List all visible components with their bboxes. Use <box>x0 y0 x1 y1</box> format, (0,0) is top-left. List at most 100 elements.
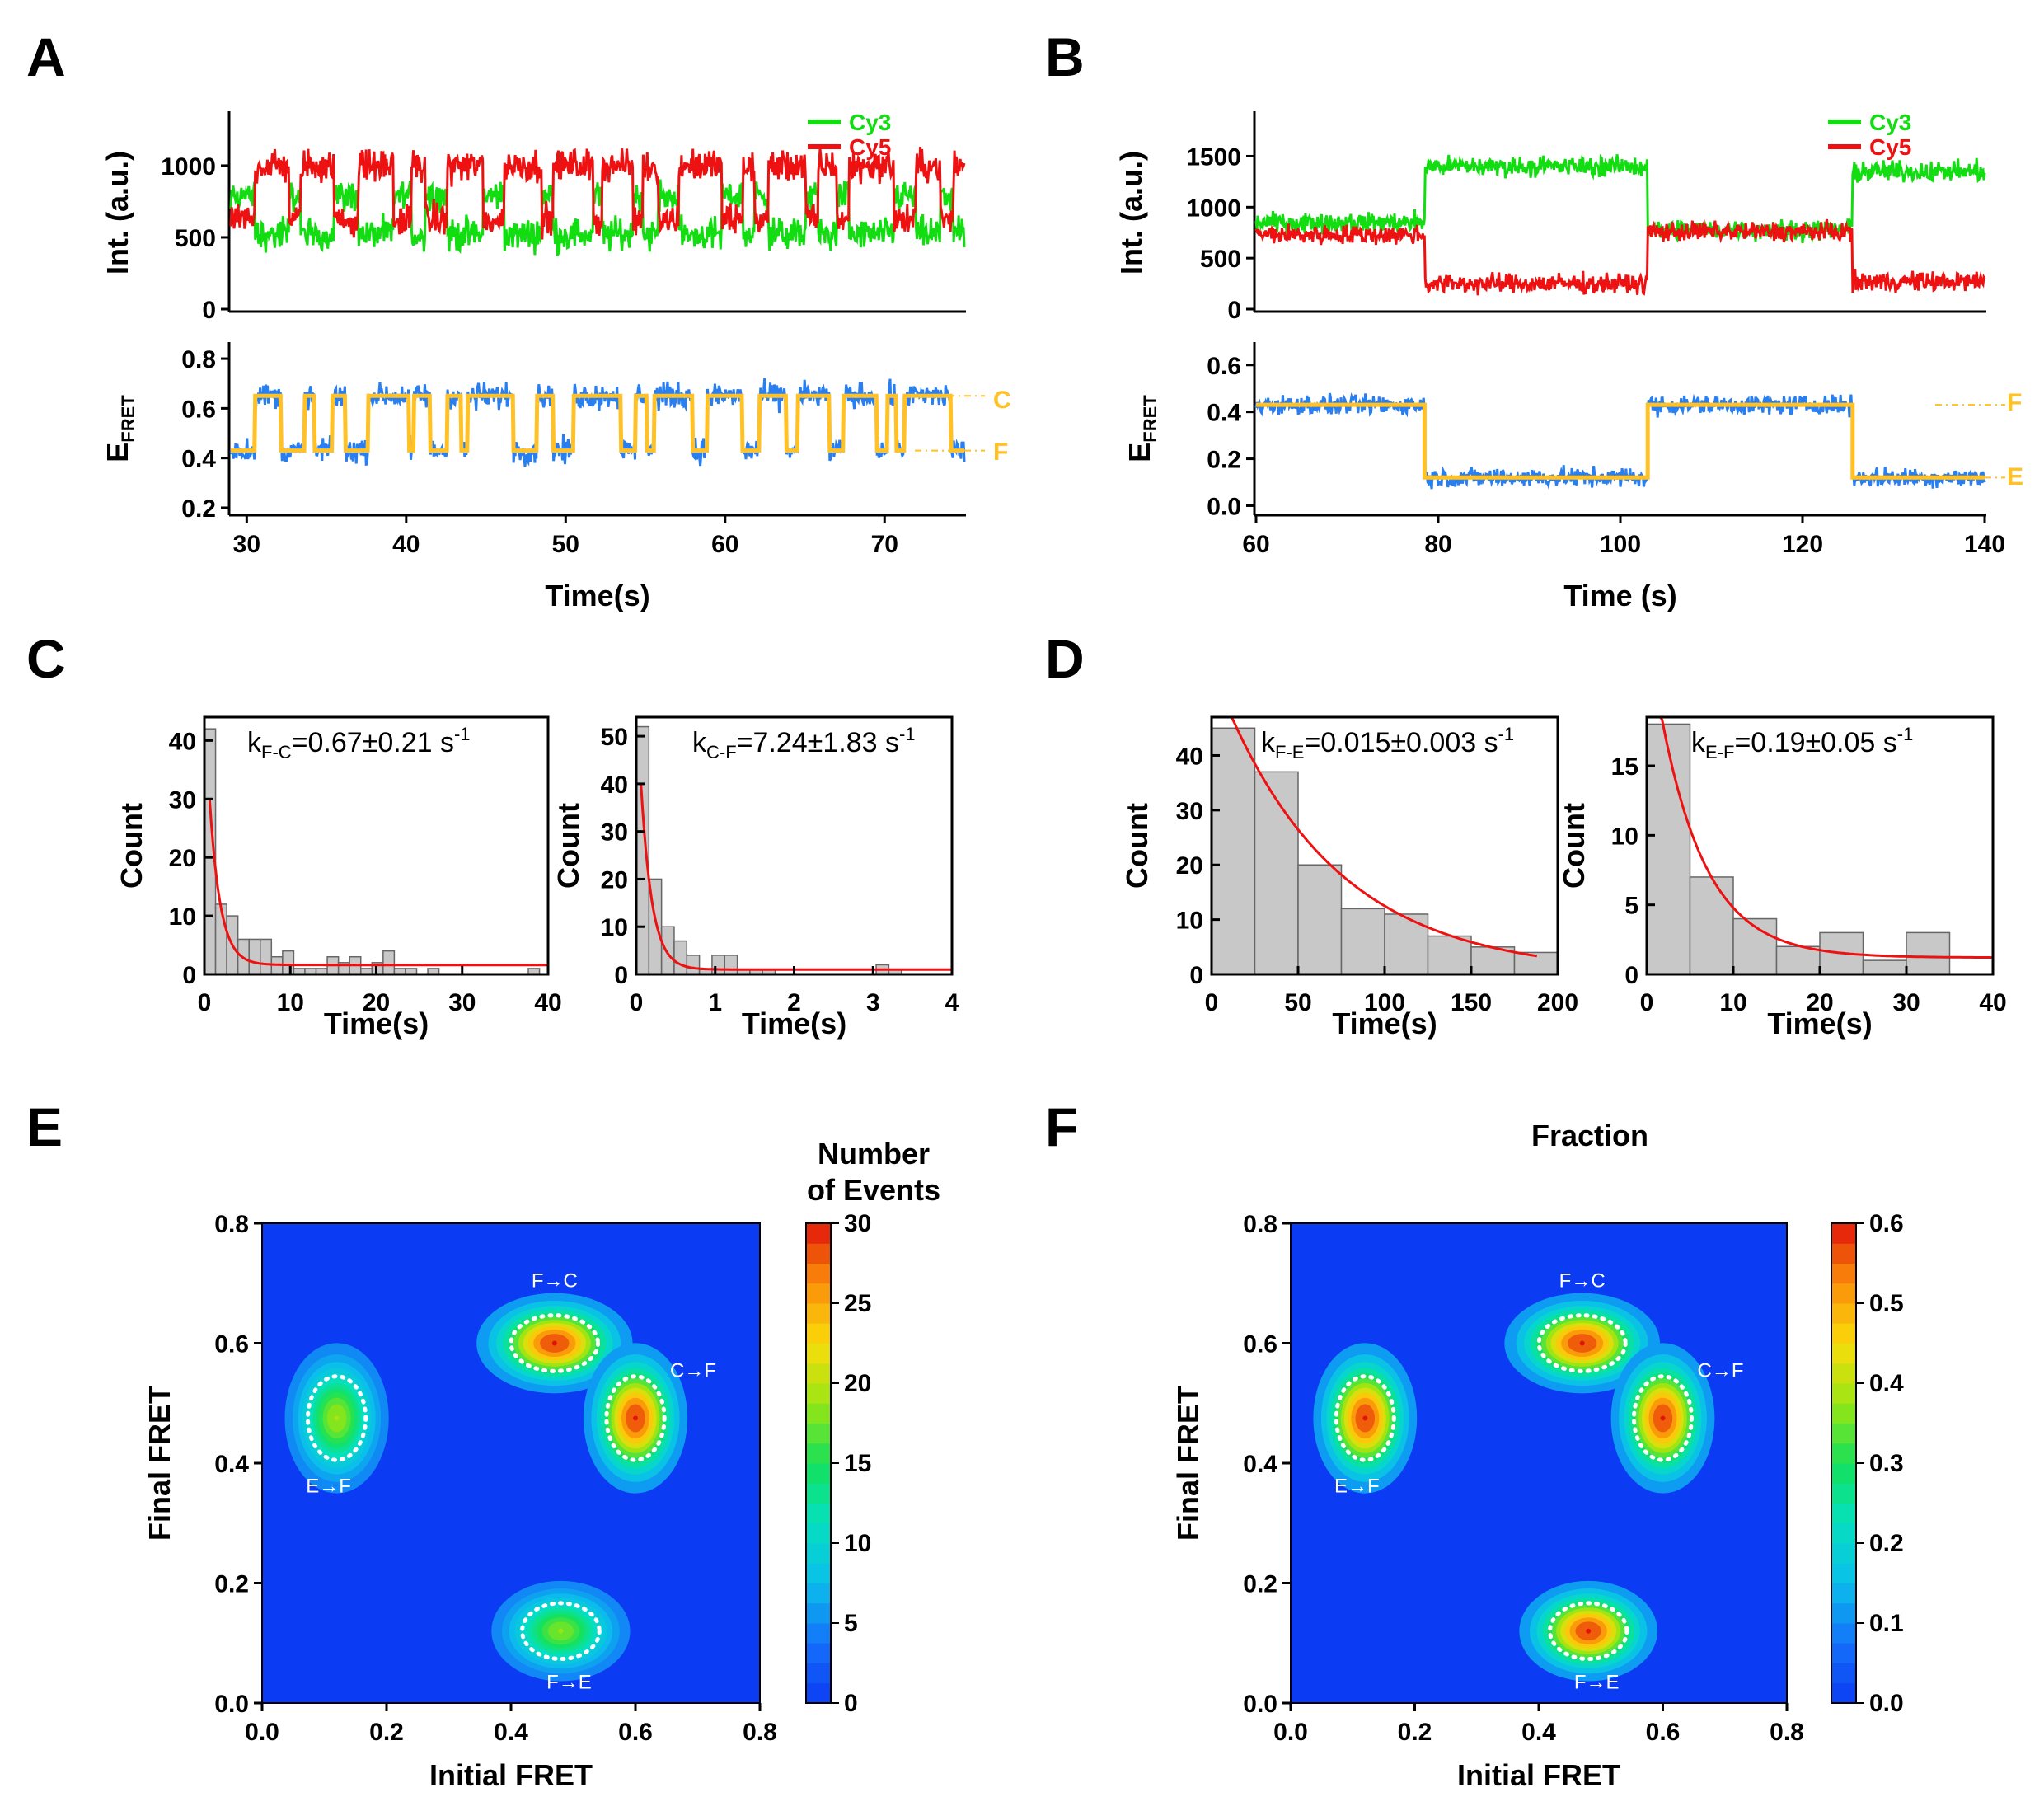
x-tick-label: 50 <box>1284 989 1311 1016</box>
legend-cy5-label-a: Cy5 <box>849 134 891 160</box>
rate-value: =0.015±0.003 s <box>1304 727 1498 758</box>
peak-outline <box>1334 1374 1396 1462</box>
panel-b-intensity: 0 500 1000 1500 Int. (a.u.) Cy3 Cy5 <box>1114 110 1986 324</box>
colorbar-step <box>806 1483 831 1504</box>
cy5-trace <box>1254 218 1986 296</box>
heatmap-xlabel: Initial FRET <box>1457 1758 1620 1792</box>
peak-label: F→E <box>546 1672 592 1694</box>
efret-trace <box>229 378 966 467</box>
histogram-bar <box>214 903 227 975</box>
x-tick-label: 0.2 <box>1398 1719 1432 1746</box>
colorbar-step <box>1831 1363 1856 1384</box>
peak-outline <box>305 1374 368 1462</box>
colorbar-step <box>1831 1602 1856 1624</box>
histogram-bar <box>711 955 725 975</box>
heatmap-peak <box>476 1293 633 1394</box>
y-tick-label: 0.6 <box>1207 353 1241 380</box>
colorbar-step <box>1831 1323 1856 1344</box>
colorbar-step <box>1831 1663 1856 1684</box>
y-tick-label: 0.0 <box>1207 493 1241 520</box>
peak-outline <box>1548 1601 1629 1662</box>
colorbar-step <box>1831 1643 1856 1663</box>
histogram-bar <box>1906 931 1951 975</box>
y-tick-label: 0 <box>1227 297 1241 324</box>
y-tick-label: 5 <box>1624 893 1638 920</box>
colorbar-tick-label: 5 <box>844 1610 858 1637</box>
colorbar-step <box>806 1643 831 1663</box>
rate-sup: -1 <box>899 724 916 744</box>
colorbar-tick-label: 0 <box>844 1690 858 1717</box>
cy3-trace <box>1254 153 1986 244</box>
colorbar-step <box>1831 1483 1856 1504</box>
y-tick-label: 0.8 <box>181 346 216 373</box>
colorbar-step <box>806 1623 831 1644</box>
x-tick-label: 20 <box>363 989 390 1016</box>
colorbar-e-title-1: Number <box>818 1137 930 1171</box>
histogram-bar <box>260 938 273 975</box>
x-tick-label: 0 <box>1640 989 1654 1016</box>
colorbar-step <box>806 1283 831 1304</box>
state-e-label-b: E <box>2007 463 2023 490</box>
panel-b-bottom-y-ticks: 0.0 0.2 0.4 0.6 <box>1207 353 1254 520</box>
peak-label: F→C <box>532 1270 578 1293</box>
panel-a-top-y-ticks: 0 500 1000 <box>161 153 229 324</box>
colorbar-tick-label: 0.5 <box>1869 1290 1904 1317</box>
rate-annotation-d-left: kF-E=0.015±0.003 s-1 <box>1261 724 1514 762</box>
histogram-xlabel: Time(s) <box>742 1006 846 1040</box>
rate-annotation-d-right: kE-F=0.19±0.05 s-1 <box>1691 724 1913 762</box>
contour-level <box>334 1415 340 1421</box>
x-tick-label: 0 <box>198 989 212 1016</box>
panel-c-right-histogram: 0 10 20 30 40 50 0 1 2 3 4 Time(s) Count <box>551 715 959 1040</box>
colorbar-step <box>1831 1303 1856 1324</box>
contour-level <box>633 1415 638 1421</box>
colorbar-step <box>806 1263 831 1284</box>
rate-sup: -1 <box>454 724 471 744</box>
x-tick-label: 40 <box>534 989 561 1016</box>
colorbar-tick-label: 0.3 <box>1869 1450 1904 1477</box>
y-tick-label: 0 <box>182 962 196 989</box>
y-tick-label: 30 <box>601 819 628 847</box>
rate-sub: F-E <box>1275 742 1304 762</box>
heatmap-peak <box>284 1343 389 1494</box>
y-tick-label: 0.0 <box>214 1691 249 1718</box>
colorbar-step <box>806 1303 831 1324</box>
rate-value: =0.67±0.21 s <box>292 727 454 758</box>
panel-letter-d: D <box>1045 628 1085 689</box>
x-tick-label: 70 <box>871 531 898 558</box>
x-tick-label: 40 <box>1979 989 2006 1016</box>
histogram-bar <box>1340 908 1385 975</box>
y-tick-label: 10 <box>1611 823 1638 850</box>
cy5-trace <box>229 147 966 240</box>
y-tick-label: 0 <box>202 297 216 324</box>
histogram-ylabel: Count <box>1120 803 1154 889</box>
panel-a-bottom-x-ticks: 30 40 50 60 70 <box>233 515 898 558</box>
colorbar-step <box>806 1543 831 1564</box>
rate-k: k <box>692 727 707 758</box>
panel-f-heatmap: F→CC→FE→FF→E0.00.20.40.60.80.0 0.2 0.4 0.6 0… <box>1171 1210 1904 1792</box>
heatmap-xlabel: Initial FRET <box>429 1758 593 1792</box>
histogram-bar <box>1646 723 1691 975</box>
colorbar-step <box>1831 1583 1856 1604</box>
legend-cy5-label-b: Cy5 <box>1869 134 1911 160</box>
colorbar-tick-label: 0.1 <box>1869 1610 1904 1637</box>
colorbar: 0.0 0.1 0.2 0.3 0.4 0.5 0.6 <box>1831 1210 1904 1717</box>
y-tick-label: 40 <box>1176 743 1203 770</box>
heatmap-peak <box>491 1580 631 1682</box>
colorbar-step <box>806 1563 831 1583</box>
y-tick-label: 0.2 <box>1207 447 1241 474</box>
colorbar-step <box>806 1583 831 1604</box>
y-tick-label: 30 <box>1176 798 1203 825</box>
peak-outline <box>604 1374 667 1462</box>
y-tick-label: 0.2 <box>214 1571 249 1598</box>
y-tick-label: 0 <box>1624 962 1638 989</box>
panel-e-heatmap: F→C C→F E→F F→E 0.0 0.2 0.4 0.6 0.8 0.0 0.2 0.4 0.6 0… <box>143 1210 871 1792</box>
colorbar-step <box>1831 1423 1856 1444</box>
y-tick-label: 15 <box>1611 753 1638 781</box>
panel-letter-b: B <box>1045 26 1085 87</box>
colorbar-step <box>806 1503 831 1524</box>
panel-letter-e: E <box>26 1096 63 1157</box>
rate-sub: C-F <box>706 742 737 762</box>
x-tick-label: 100 <box>1600 531 1641 558</box>
exponential-fit-curve <box>1652 715 1993 959</box>
